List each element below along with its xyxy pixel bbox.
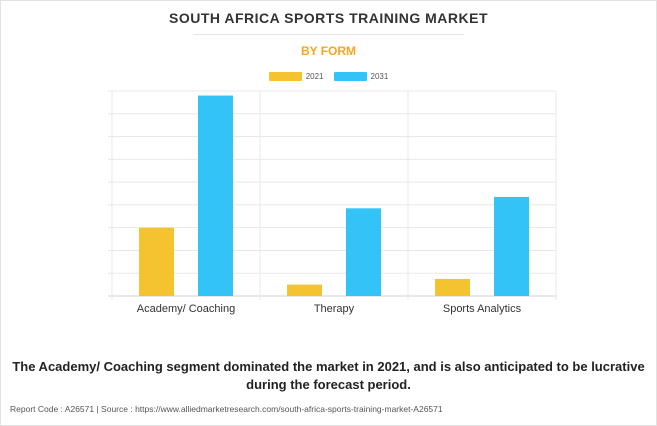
chart-caption: The Academy/ Coaching segment dominated …: [12, 359, 645, 392]
legend-label-2031: 2031: [370, 72, 389, 81]
legend-label-2021: 2021: [305, 72, 324, 81]
bar-2031-2[interactable]: [494, 196, 529, 296]
chart-subtitle: BY FORM: [300, 44, 357, 58]
chart-legend: 2021 2031: [0, 72, 657, 81]
bar-2031-0[interactable]: [198, 95, 233, 296]
x-tick-label: Academy/ Coaching: [137, 303, 235, 315]
x-tick-label: Therapy: [314, 303, 355, 315]
bar-2021-1[interactable]: [287, 284, 322, 296]
chart-title: SOUTH AFRICA SPORTS TRAINING MARKET: [168, 10, 488, 26]
legend-item-2031[interactable]: 2031: [333, 72, 389, 81]
x-tick-label: Sports Analytics: [443, 303, 522, 315]
report-footer: Report Code : A26571 | Source : https://…: [10, 404, 443, 414]
title-divider: [193, 34, 464, 35]
legend-item-2021[interactable]: 2021: [268, 72, 324, 81]
bar-2021-2[interactable]: [435, 278, 470, 296]
legend-swatch-2021: [268, 72, 302, 81]
bar-2031-1[interactable]: [346, 208, 381, 296]
bar-2021-0[interactable]: [139, 227, 174, 296]
legend-swatch-2031: [333, 72, 367, 81]
